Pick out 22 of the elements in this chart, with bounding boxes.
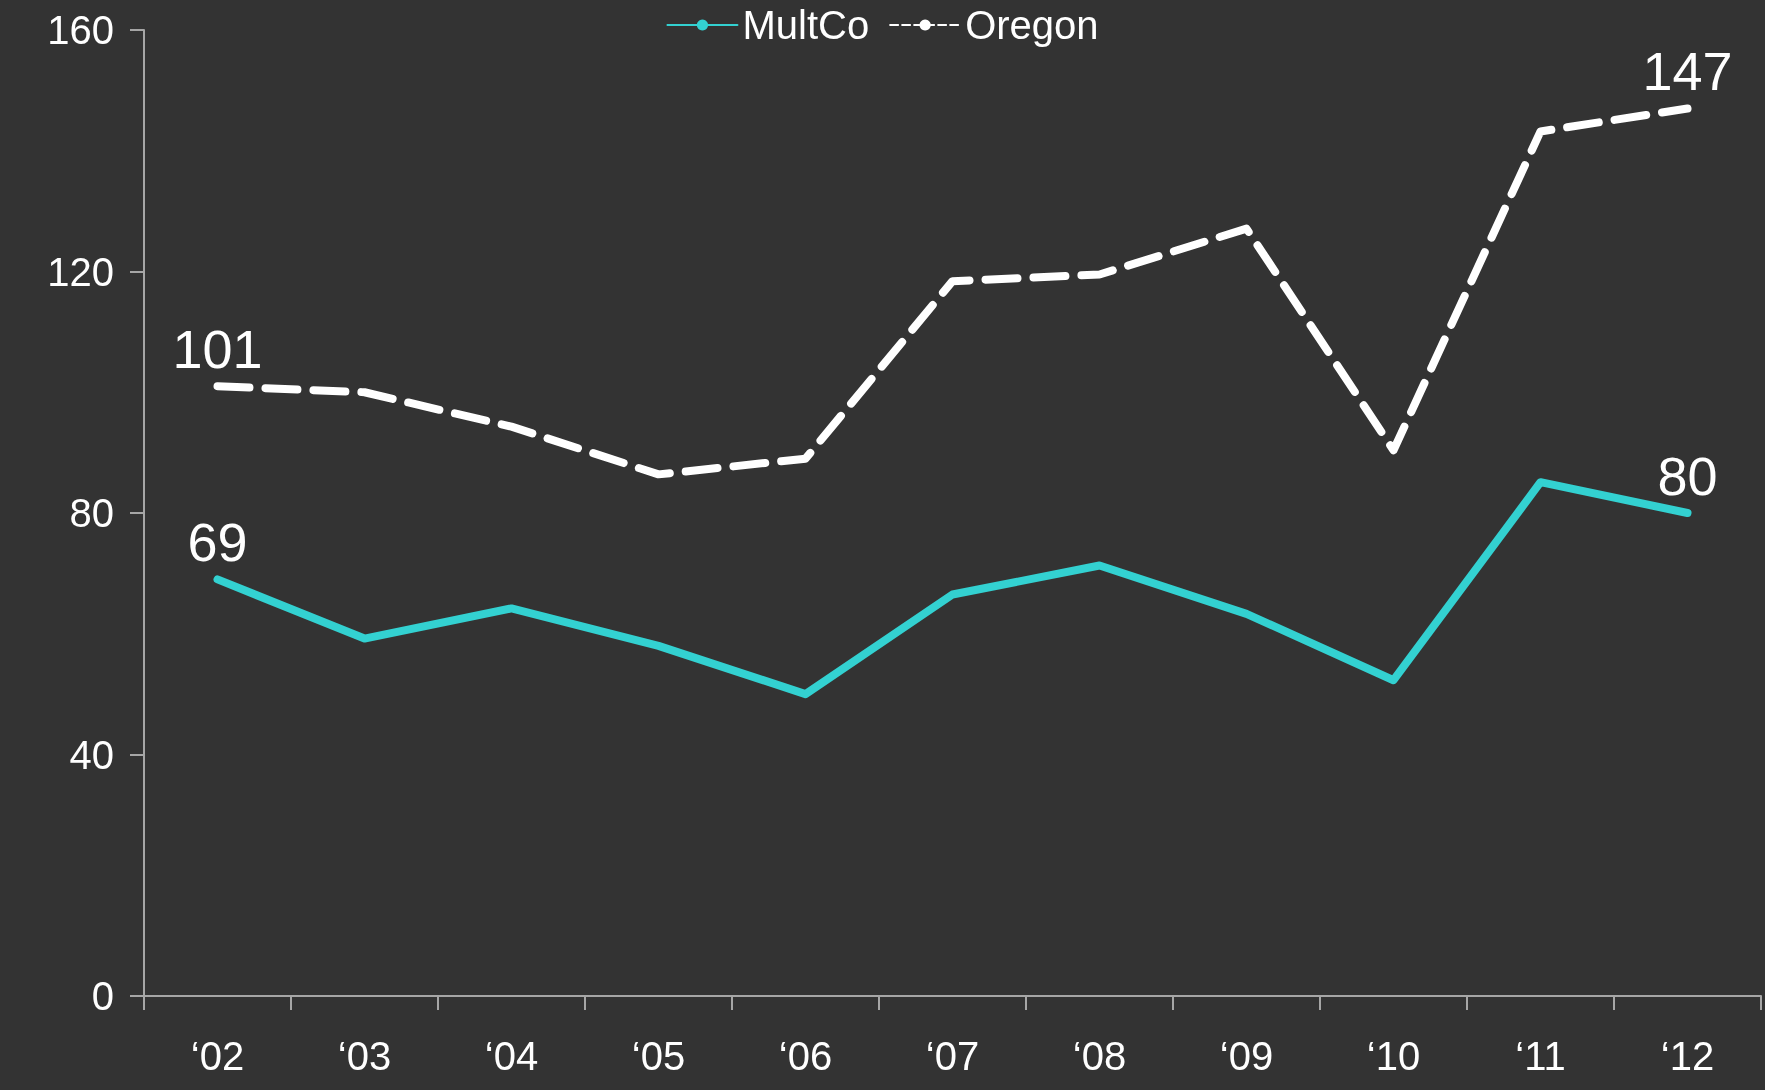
data-label: 147 [1642, 41, 1733, 102]
x-tick-label: ‘05 [631, 1034, 686, 1078]
y-tick-label: 0 [91, 974, 114, 1018]
x-tick-label: ‘12 [1660, 1034, 1715, 1078]
data-label: 69 [187, 512, 248, 573]
x-tick-label: ‘11 [1515, 1034, 1566, 1078]
y-tick-label: 40 [69, 732, 114, 777]
y-tick-label: 120 [47, 249, 114, 294]
x-tick-label: ‘09 [1219, 1034, 1274, 1078]
x-tick-label: ‘02 [190, 1034, 245, 1078]
y-tick-label: 80 [69, 491, 114, 535]
x-tick-label: ‘06 [778, 1034, 833, 1078]
data-label: 101 [172, 319, 263, 380]
x-tick-label: ‘03 [337, 1034, 392, 1078]
legend-label: Oregon [965, 3, 1099, 47]
legend-label: MultCo [742, 3, 870, 47]
y-tick-label: 160 [47, 8, 114, 52]
x-tick-label: ‘10 [1366, 1034, 1421, 1078]
x-tick-label: ‘08 [1072, 1034, 1127, 1078]
data-label: 80 [1657, 446, 1718, 506]
x-tick-label: ‘04 [484, 1034, 539, 1078]
x-tick-label: ‘07 [925, 1034, 980, 1078]
